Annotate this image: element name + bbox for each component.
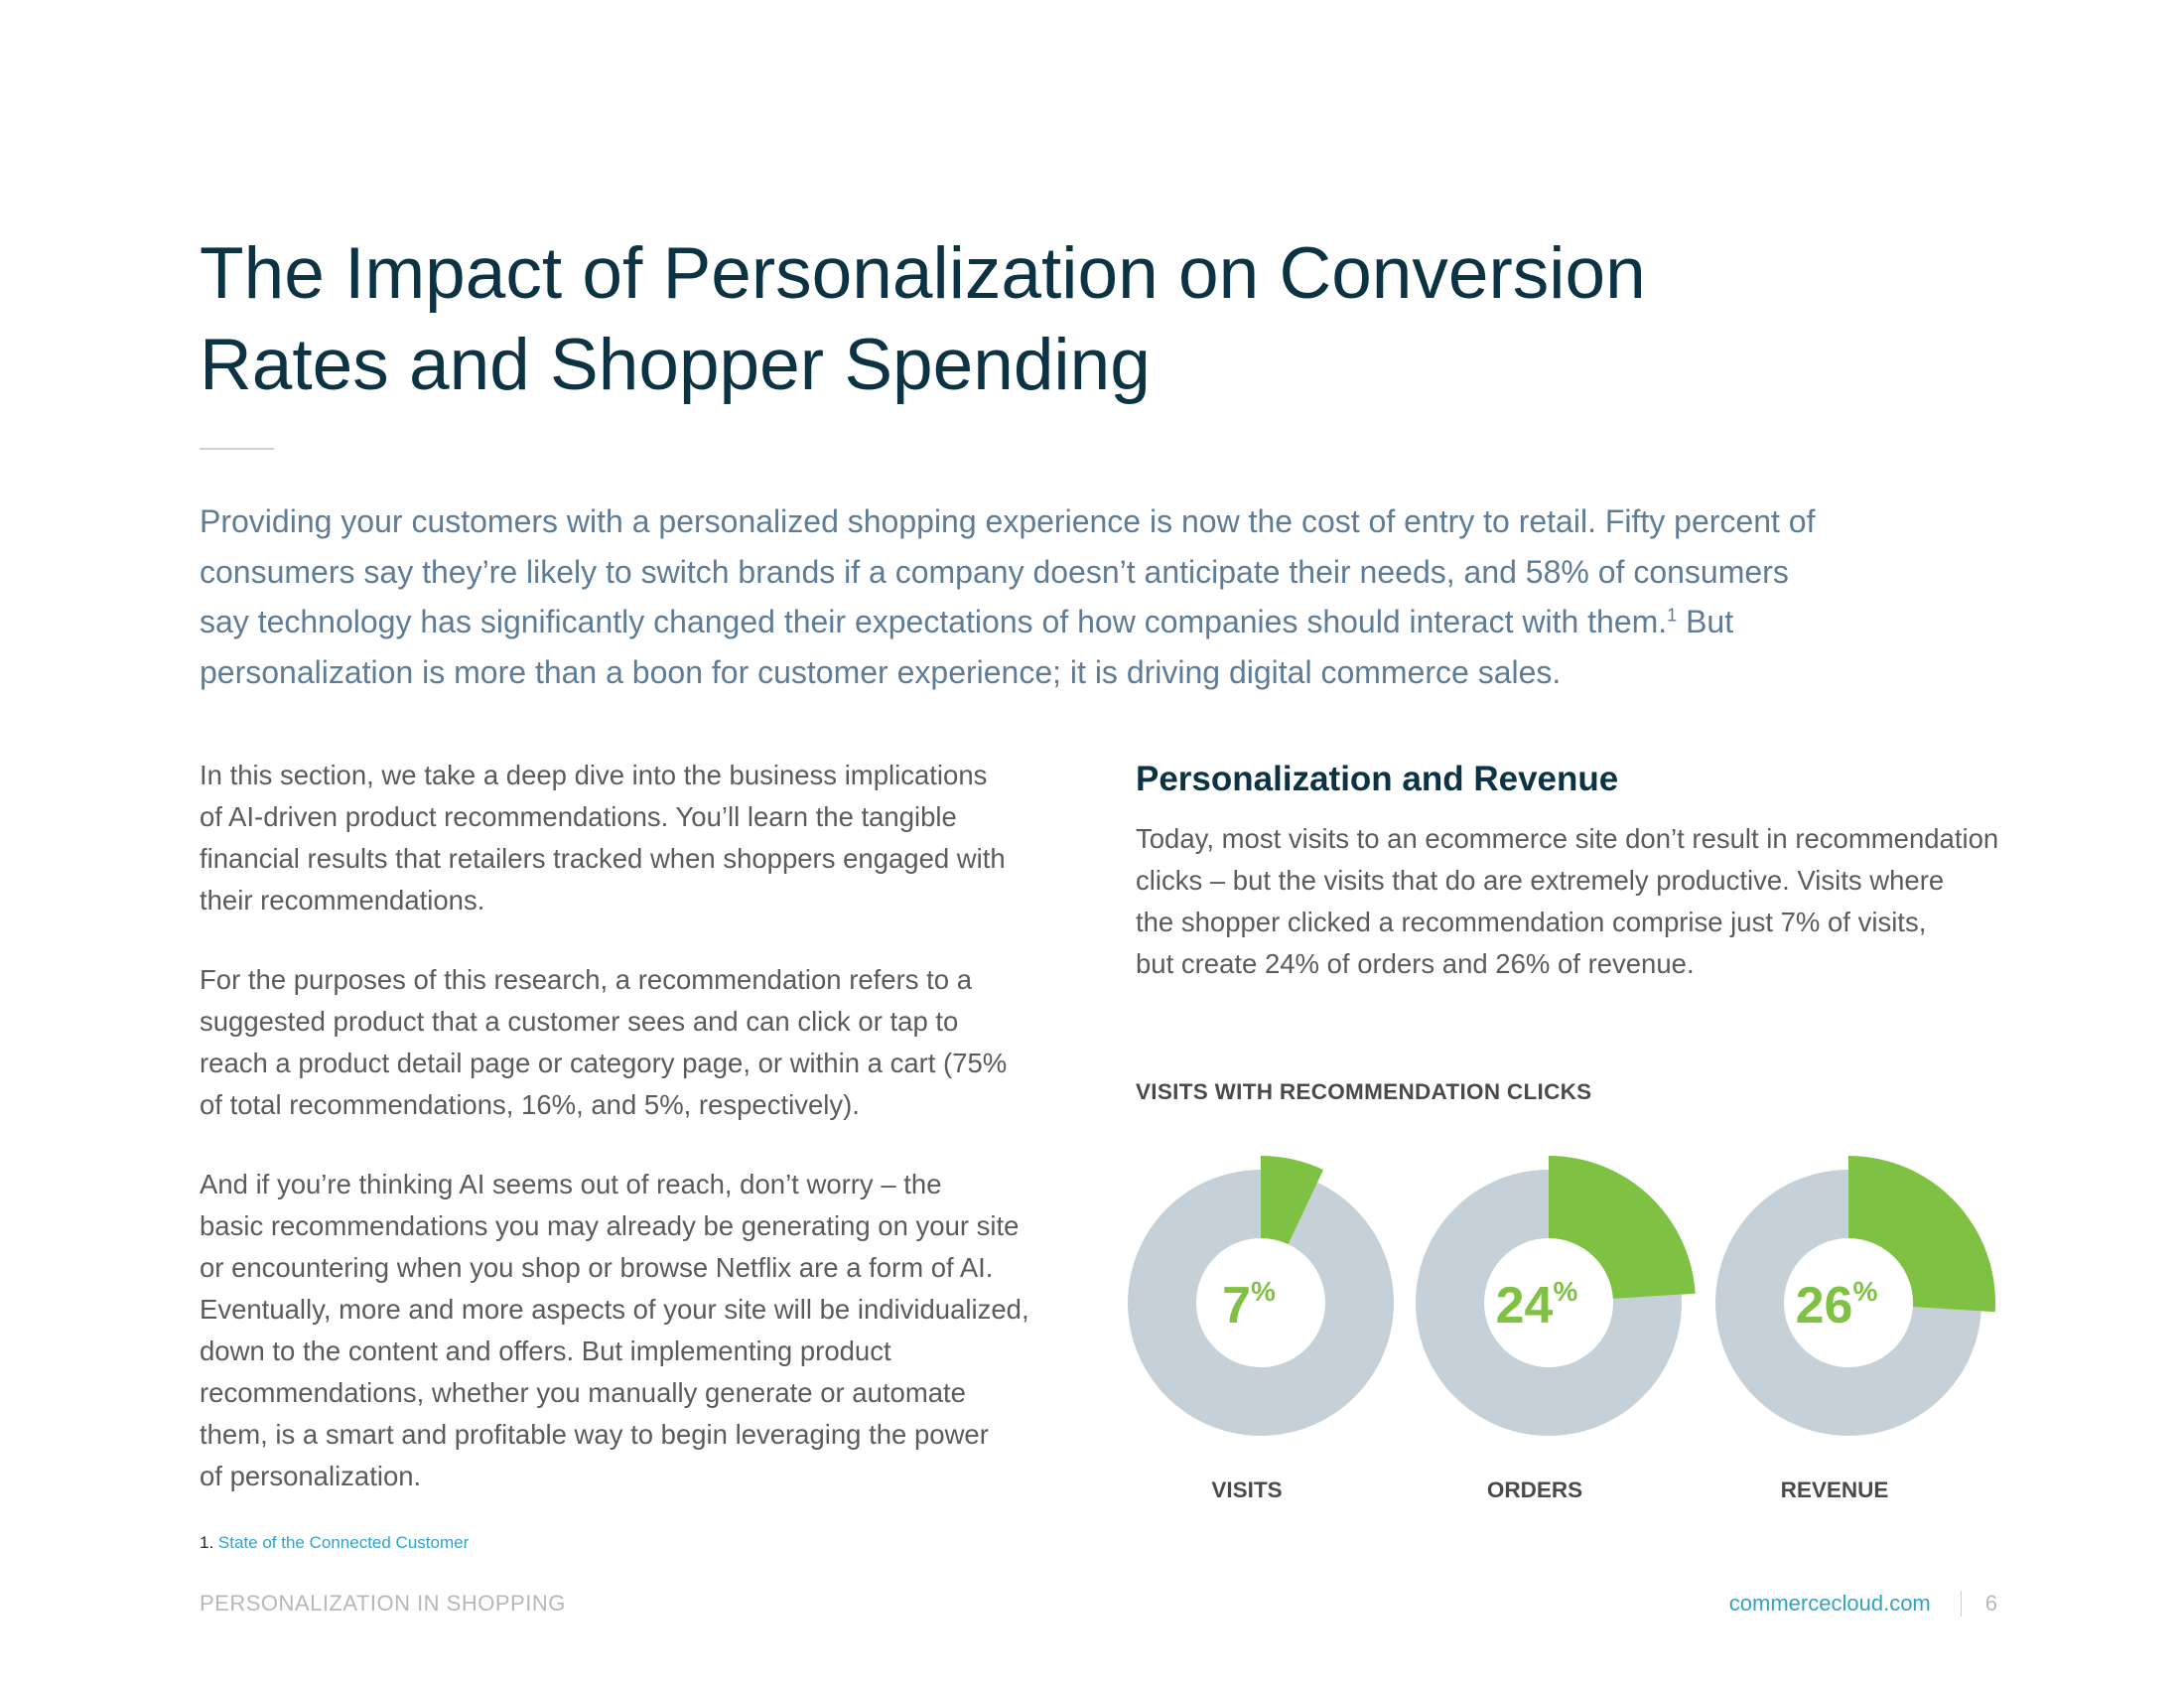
page-title-line-1: The Impact of Personalization on Convers…: [200, 233, 1646, 314]
donut-category-label: VISITS: [1211, 1477, 1282, 1502]
text-line: suggested product that a customer sees a…: [200, 1006, 959, 1037]
intro-paragraph: Providing your customers with a personal…: [200, 496, 1947, 697]
text-line: And if you’re thinking AI seems out of r…: [200, 1169, 942, 1199]
donut-remainder-slice: [1128, 1170, 1394, 1436]
intro-line-2: consumers say they’re likely to switch b…: [200, 553, 1789, 590]
intro-line-3: say technology has significantly changed…: [200, 597, 1947, 647]
footnote-link[interactable]: State of the Connected Customer: [217, 1533, 470, 1552]
donut-highlight-slice: [1549, 1156, 1696, 1299]
text-line: or encountering when you shop or browse …: [200, 1252, 994, 1283]
text-line: For the purposes of this research, a rec…: [200, 964, 973, 995]
footnote: 1. State of the Connected Customer: [200, 1533, 469, 1553]
donut-highlight-slice: [1848, 1156, 1995, 1313]
footnote-number: 1.: [200, 1533, 214, 1552]
footer-document-title: PERSONALIZATION IN SHOPPING: [200, 1591, 566, 1616]
donut-category-label: REVENUE: [1781, 1477, 1889, 1502]
donut-remainder-slice: [1416, 1170, 1682, 1436]
left-column: In this section, we take a deep dive int…: [200, 755, 1053, 1535]
text-line: them, is a smart and profitable way to b…: [200, 1419, 989, 1450]
donut-orders: 24% ORDERS: [1416, 1156, 1696, 1502]
text-line: financial results that retailers tracked…: [200, 843, 1006, 874]
text-line: of total recommendations, 16%, and 5%, r…: [200, 1089, 860, 1120]
footer-divider: [1960, 1591, 1962, 1617]
revenue-paragraph: Today, most visits to an ecommerce site …: [1136, 818, 2009, 985]
title-divider: [200, 448, 274, 450]
text-line: recommendations, whether you manually ge…: [200, 1377, 966, 1408]
text-line: their recommendations.: [200, 885, 485, 915]
donut-remainder-slice: [1715, 1170, 1981, 1436]
page-title-line-2: Rates and Shopper Spending: [200, 325, 1151, 405]
text-line: of personalization.: [200, 1461, 422, 1491]
page-title: The Impact of Personalization on Convers…: [200, 228, 1788, 411]
text-line: but create 24% of orders and 26% of reve…: [1136, 948, 1695, 979]
footer-right: commercecloud.com 6: [1729, 1591, 1997, 1617]
right-column: Personalization and Revenue Today, most …: [1136, 755, 2009, 985]
intro-line-3-text: say technology has significantly changed…: [200, 604, 1668, 639]
donut-highlight-slice: [1261, 1156, 1324, 1245]
text-line: Today, most visits to an ecommerce site …: [1136, 823, 1999, 854]
footnote-reference: 1: [1667, 605, 1678, 626]
section-heading: Personalization and Revenue: [1136, 760, 1619, 798]
donut-value-label: 24%: [1496, 1276, 1578, 1335]
text-line: In this section, we take a deep dive int…: [200, 760, 988, 790]
donut-visits: 7% VISITS: [1128, 1156, 1394, 1502]
chart-title: VISITS WITH RECOMMENDATION CLICKS: [1136, 1079, 1592, 1104]
donut-value-label: 7%: [1222, 1276, 1276, 1335]
intro-line-3-tail: But: [1677, 604, 1734, 639]
intro-line-4: personalization is more than a boon for …: [200, 653, 1562, 690]
intro-line-1: Providing your customers with a personal…: [200, 503, 1816, 539]
text-line: basic recommendations you may already be…: [200, 1210, 1020, 1241]
text-line: reach a product detail page or category …: [200, 1048, 1008, 1078]
paragraph-section-overview: In this section, we take a deep dive int…: [200, 755, 1053, 921]
footer-url-link[interactable]: commercecloud.com: [1728, 1591, 1931, 1616]
text-line: Eventually, more and more aspects of you…: [200, 1294, 1029, 1325]
donut-value-label: 26%: [1796, 1276, 1878, 1335]
paragraph-recommendation-definition: For the purposes of this research, a rec…: [200, 959, 1053, 1126]
text-line: of AI-driven product recommendations. Yo…: [200, 801, 957, 832]
donut-chart: 7% VISITS 24% ORDERS 26% REVENUE: [1128, 1156, 1995, 1502]
page-number: 6: [1984, 1591, 1997, 1616]
text-line: the shopper clicked a recommendation com…: [1136, 907, 1927, 937]
paragraph-ai-reach: And if you’re thinking AI seems out of r…: [200, 1164, 1053, 1497]
donut-category-label: ORDERS: [1487, 1477, 1582, 1502]
donut-revenue: 26% REVENUE: [1715, 1156, 1995, 1502]
text-line: clicks – but the visits that do are extr…: [1136, 865, 1945, 896]
text-line: down to the content and offers. But impl…: [200, 1336, 891, 1366]
